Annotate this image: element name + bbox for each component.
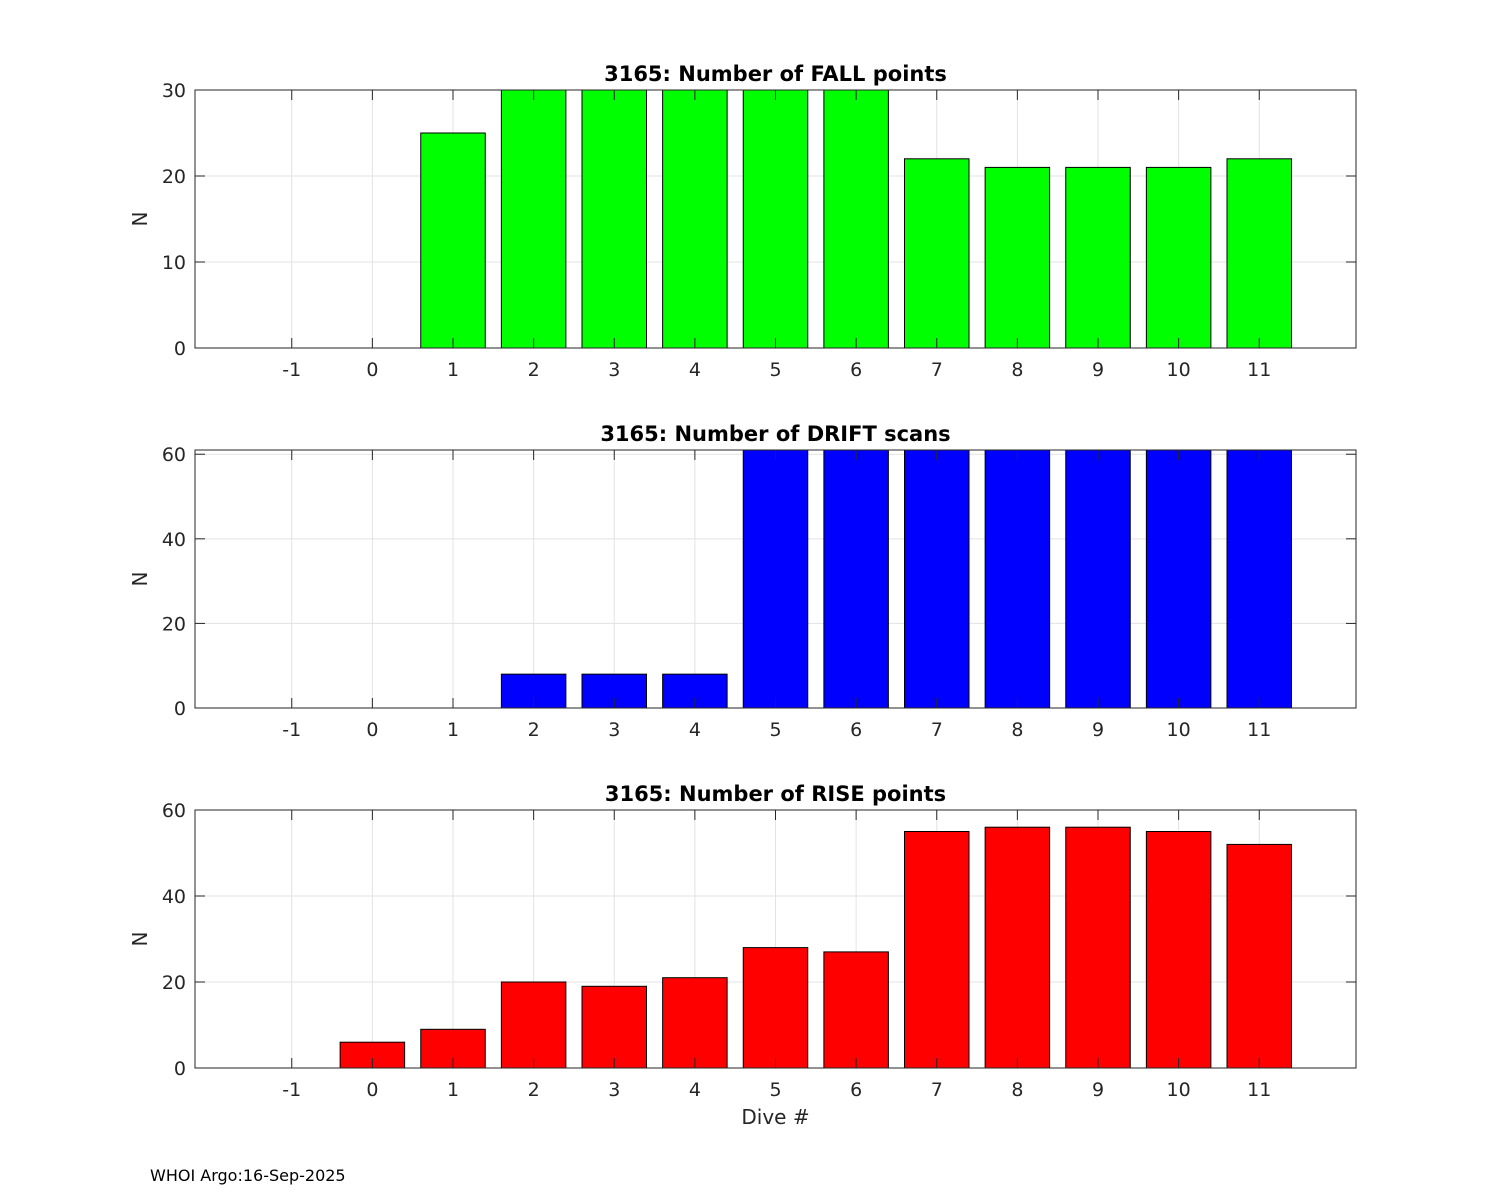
fall-bar: [581, 89, 647, 349]
drift-bar: [904, 449, 970, 709]
drift-bar: [823, 449, 889, 709]
fall-bar: [742, 89, 809, 349]
x-tick-label: -1: [282, 719, 301, 741]
x-tick-label: 3: [608, 359, 620, 381]
y-tick-label: 20: [162, 613, 186, 635]
rise-bar: [904, 831, 970, 1069]
x-tick-label: 0: [366, 1079, 378, 1101]
y-axis-label-drift: N: [128, 572, 152, 587]
x-tick-label: 10: [1167, 1079, 1191, 1101]
rise-bar: [984, 826, 1051, 1069]
rise-bar: [1065, 826, 1131, 1069]
chart-title-drift: 3165: Number of DRIFT scans: [600, 422, 950, 446]
x-tick-label: 7: [931, 359, 943, 381]
fall-bar: [904, 158, 970, 349]
rise-bar: [662, 977, 728, 1069]
chart-title-rise: 3165: Number of RISE points: [605, 782, 946, 806]
x-tick-label: 9: [1092, 1079, 1104, 1101]
y-tick-label: 60: [162, 800, 186, 822]
rise-bar: [823, 951, 889, 1069]
y-tick-label: 10: [162, 252, 186, 274]
fall-bar: [984, 166, 1051, 349]
drift-bar: [742, 449, 809, 709]
y-tick-label: 60: [162, 444, 186, 466]
x-tick-label: 11: [1247, 1079, 1271, 1101]
fall-bar: [1145, 166, 1212, 349]
chart-title-fall: 3165: Number of FALL points: [604, 62, 947, 86]
x-tick-label: 11: [1247, 359, 1271, 381]
x-tick-label: 3: [608, 1079, 620, 1101]
x-tick-label: 10: [1167, 719, 1191, 741]
fall-bar: [662, 89, 728, 349]
x-tick-label: 1: [447, 719, 459, 741]
x-tick-label: 8: [1011, 359, 1023, 381]
y-tick-label: 0: [174, 1058, 186, 1080]
fall-bar: [1065, 166, 1131, 349]
x-tick-label: -1: [282, 1079, 301, 1101]
x-tick-label: 4: [689, 359, 701, 381]
x-tick-label: 4: [689, 719, 701, 741]
x-tick-label: 9: [1092, 719, 1104, 741]
x-tick-label: 2: [528, 359, 540, 381]
y-tick-label: 40: [162, 529, 186, 551]
y-tick-label: 0: [174, 698, 186, 720]
drift-bar: [1226, 449, 1292, 709]
rise-bar: [500, 981, 567, 1069]
x-tick-label: 2: [528, 1079, 540, 1101]
y-tick-label: 20: [162, 972, 186, 994]
x-tick-label: 3: [608, 719, 620, 741]
x-axis-label: Dive #: [741, 1105, 809, 1129]
x-tick-label: 8: [1011, 1079, 1023, 1101]
x-tick-label: 7: [931, 1079, 943, 1101]
x-tick-label: 6: [850, 359, 862, 381]
rise-bar: [1145, 831, 1212, 1069]
y-tick-label: 0: [174, 338, 186, 360]
x-tick-label: 1: [447, 1079, 459, 1101]
y-tick-label: 30: [162, 80, 186, 102]
y-tick-label: 20: [162, 166, 186, 188]
x-tick-label: 5: [769, 1079, 781, 1101]
x-tick-label: 9: [1092, 359, 1104, 381]
x-tick-label: -1: [282, 359, 301, 381]
x-tick-label: 1: [447, 359, 459, 381]
drift-bar: [1065, 449, 1131, 709]
x-tick-label: 7: [931, 719, 943, 741]
footer-stamp: WHOI Argo:16-Sep-2025: [150, 1166, 346, 1185]
rise-bar: [581, 985, 647, 1069]
x-tick-label: 0: [366, 719, 378, 741]
drift-bar: [1145, 449, 1212, 709]
fall-bar: [823, 89, 889, 349]
y-tick-label: 40: [162, 886, 186, 908]
fall-bar: [420, 132, 486, 349]
fall-bar: [500, 89, 567, 349]
fall-bar: [1226, 158, 1292, 349]
x-tick-label: 11: [1247, 719, 1271, 741]
x-tick-label: 10: [1167, 359, 1191, 381]
drift-bar: [984, 449, 1051, 709]
x-tick-label: 6: [850, 1079, 862, 1101]
x-tick-label: 6: [850, 719, 862, 741]
x-tick-label: 2: [528, 719, 540, 741]
y-axis-label-rise: N: [128, 932, 152, 947]
x-tick-label: 5: [769, 719, 781, 741]
y-axis-label-fall: N: [128, 212, 152, 227]
x-tick-label: 4: [689, 1079, 701, 1101]
x-tick-label: 8: [1011, 719, 1023, 741]
x-tick-label: 0: [366, 359, 378, 381]
rise-bar: [1226, 843, 1292, 1069]
x-tick-label: 5: [769, 359, 781, 381]
rise-bar: [742, 947, 809, 1069]
